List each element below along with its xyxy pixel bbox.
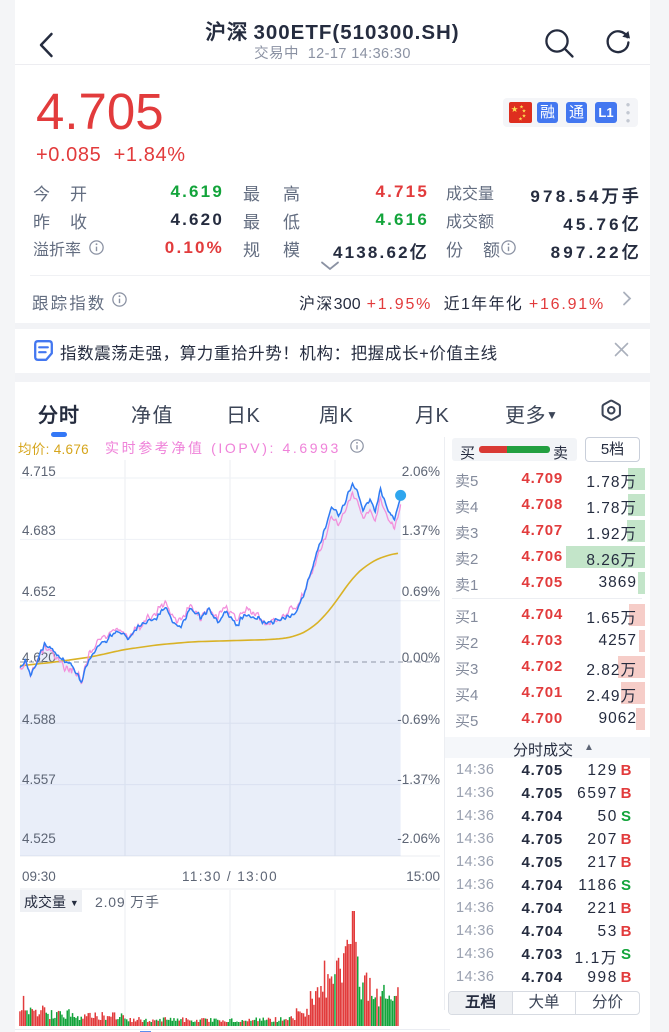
svg-text:★: ★ [511, 104, 519, 114]
svg-text:★: ★ [518, 117, 523, 123]
svg-text:★: ★ [519, 105, 524, 111]
svg-text:★: ★ [522, 109, 527, 115]
svg-text:★: ★ [522, 114, 527, 120]
